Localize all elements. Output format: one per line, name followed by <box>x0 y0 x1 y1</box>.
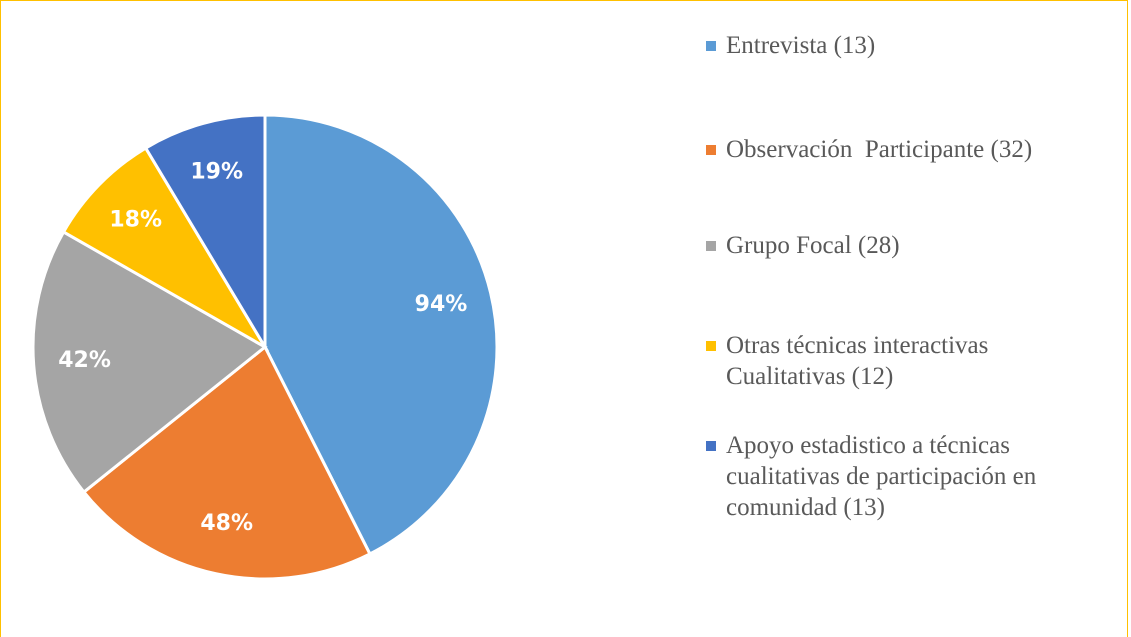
pie-slice <box>81 344 372 581</box>
data-label: 18% <box>109 207 162 232</box>
legend-item: Otras técnicas interactivas Cualitativas… <box>706 330 1098 392</box>
legend-swatch <box>706 341 716 351</box>
legend-label: Observación Participante (32) <box>726 136 1033 163</box>
legend-label: Apoyo estadistico a técnicas cualitativa… <box>726 432 1043 521</box>
pie-slice <box>143 113 267 353</box>
pie-slice <box>61 145 270 352</box>
legend-swatch <box>706 145 716 155</box>
legend-swatch <box>706 41 716 51</box>
legend-item: Apoyo estadistico a técnicas cualitativa… <box>706 430 1098 523</box>
data-label: 19% <box>190 160 243 185</box>
pie-slice <box>263 113 499 556</box>
legend-item: Entrevista (13) <box>706 30 1098 61</box>
legend-item: Grupo Focal (28) <box>706 230 1098 261</box>
legend-item: Observación Participante (32) <box>706 134 1098 165</box>
legend-swatch <box>706 241 716 251</box>
legend-swatch <box>706 441 716 451</box>
data-label: 48% <box>200 511 253 536</box>
data-label: 42% <box>58 348 111 373</box>
legend-label: Otras técnicas interactivas Cualitativas… <box>726 332 995 390</box>
data-label: 94% <box>415 292 468 317</box>
pie-slice <box>31 229 268 495</box>
legend-label: Entrevista (13) <box>726 32 876 59</box>
legend-label: Grupo Focal (28) <box>726 232 900 259</box>
